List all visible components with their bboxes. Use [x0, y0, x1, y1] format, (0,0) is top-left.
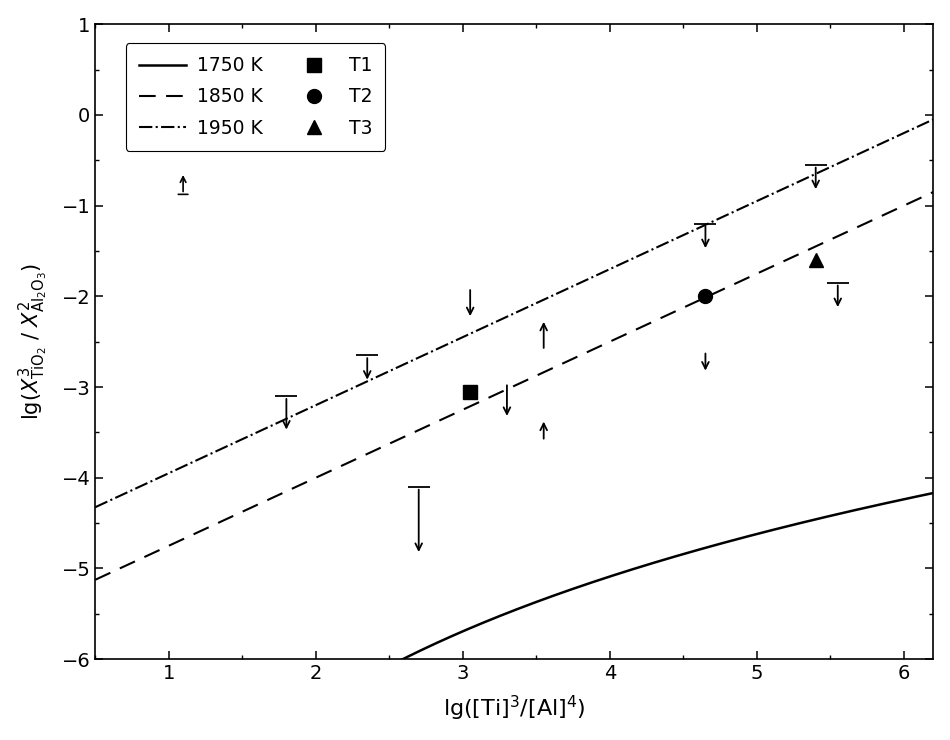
Y-axis label: lg($X_{\rm TiO_2}^3$ / $X_{\rm Al_2O_3}^2$): lg($X_{\rm TiO_2}^3$ / $X_{\rm Al_2O_3}^…	[17, 263, 50, 420]
X-axis label: lg([Ti]$^3$/[Al]$^4$): lg([Ti]$^3$/[Al]$^4$)	[443, 694, 585, 723]
Legend: 1750 K, 1850 K, 1950 K, T1, T2, T3: 1750 K, 1850 K, 1950 K, T1, T2, T3	[125, 43, 386, 151]
